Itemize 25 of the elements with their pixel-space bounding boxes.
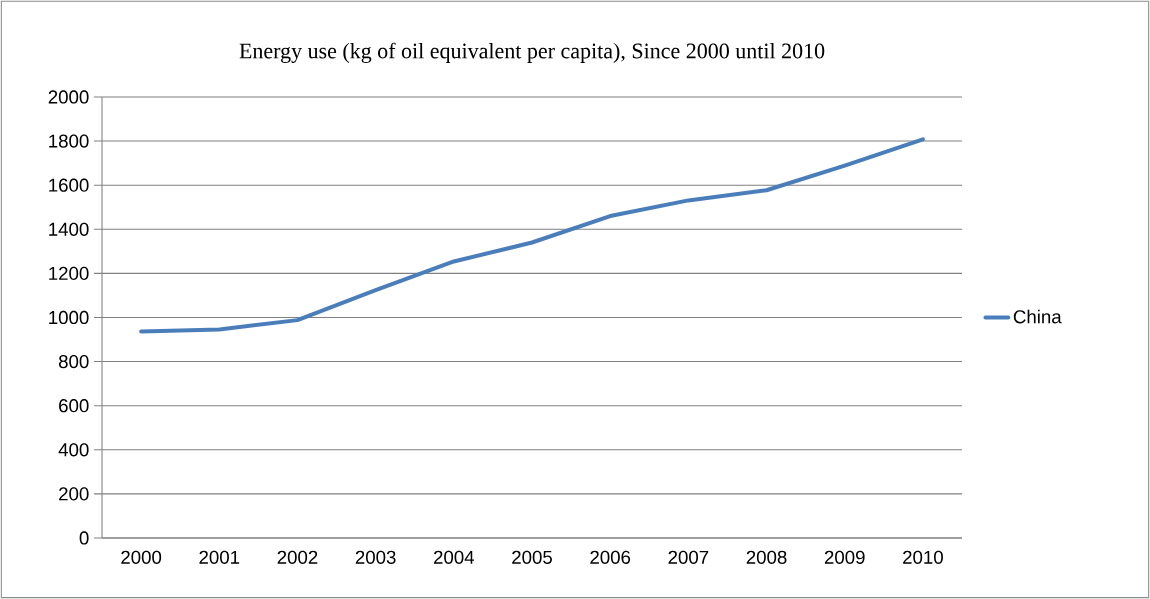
y-tick-label: 200 bbox=[59, 487, 89, 501]
x-tick-label: 2006 bbox=[590, 550, 631, 564]
x-tick-label: 2005 bbox=[512, 550, 552, 564]
chart-title: Energy use (kg of oil equivalent per capita), Since 2000 until 2010 bbox=[239, 42, 825, 63]
y-tick-label: 1600 bbox=[49, 178, 89, 192]
x-tick-label: 2001 bbox=[199, 550, 240, 564]
legend-label: China bbox=[1013, 309, 1062, 324]
x-tick-label: 2003 bbox=[355, 550, 396, 564]
x-tick-label: 2008 bbox=[746, 550, 787, 564]
y-tick-label: 600 bbox=[59, 399, 89, 413]
y-tick-label: 1400 bbox=[49, 222, 89, 236]
x-tick-label: 2010 bbox=[903, 550, 943, 564]
x-tick-label: 2002 bbox=[277, 550, 318, 564]
y-tick-label: 1000 bbox=[49, 310, 89, 325]
y-tick-label: 800 bbox=[58, 354, 89, 369]
x-tick-label: 2000 bbox=[121, 550, 162, 564]
x-tick-label: 2007 bbox=[668, 550, 709, 564]
line-series bbox=[139, 137, 925, 334]
y-tick-label: 400 bbox=[58, 443, 89, 457]
y-tick-label: 2000 bbox=[48, 90, 89, 104]
x-tick-label: 2009 bbox=[824, 550, 865, 564]
y-tick-label: 0 bbox=[79, 531, 89, 545]
x-tick-label: 2004 bbox=[434, 550, 475, 564]
y-tick-label: 1800 bbox=[49, 134, 89, 148]
y-tick-label: 1200 bbox=[49, 266, 89, 280]
